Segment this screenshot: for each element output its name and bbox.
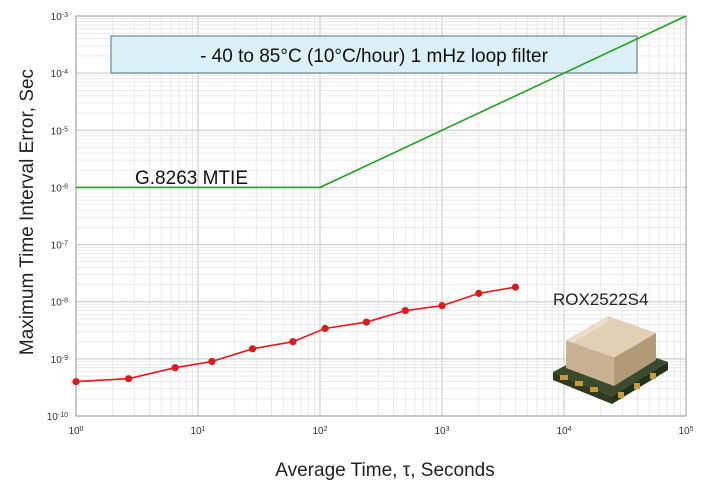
data-point [438, 302, 446, 310]
tick-label: 103 [434, 426, 449, 438]
data-point [321, 324, 329, 333]
data-point [511, 283, 520, 291]
product-label: ROX2522S4 [553, 290, 648, 309]
y-axis-title: Maximum Time Interval Error, Sec [17, 69, 38, 355]
tick-label: 101 [190, 426, 205, 438]
condition-box-text: - 40 to 85°C (10°C/hour) 1 mHz loop filt… [200, 46, 549, 67]
y-axis-ticks: 10-3 10-4 10-5 10-6 10-7 10-8 10-9 10-10 [47, 12, 68, 424]
condition-annotation: - 40 to 85°C (10°C/hour) 1 mHz loop filt… [110, 35, 638, 74]
x-axis-ticks: 100 101 102 103 104 105 [68, 426, 693, 438]
series-line-0 [76, 15, 687, 189]
tick-label: 10-6 [51, 183, 68, 195]
x-axis-title: Average Time, τ, Seconds [275, 460, 494, 481]
series [72, 15, 687, 386]
tick-label: 102 [312, 426, 327, 438]
tick-label: 10-4 [51, 69, 68, 81]
tick-label: 10-3 [51, 12, 68, 24]
data-point [401, 306, 409, 315]
tick-label: 105 [678, 426, 693, 438]
plot-frame [75, 15, 687, 417]
data-point [475, 289, 483, 297]
data-point [208, 357, 216, 366]
tick-label: 104 [556, 426, 571, 438]
tick-label: 100 [68, 426, 83, 438]
data-point [125, 375, 133, 383]
mask-label: G.8263 MTIE [135, 168, 248, 189]
tick-label: 10-10 [47, 412, 68, 424]
series-line-1 [75, 286, 516, 383]
tick-label: 10-9 [51, 354, 68, 366]
data-point [72, 377, 80, 386]
oscillator-package-image [553, 316, 668, 404]
tick-label: 10-7 [51, 240, 68, 252]
tick-label: 10-5 [51, 126, 68, 138]
data-point [171, 364, 179, 372]
data-point [362, 318, 370, 326]
data-point [248, 345, 257, 353]
tick-label: 10-8 [51, 297, 68, 309]
data-point [289, 338, 297, 346]
